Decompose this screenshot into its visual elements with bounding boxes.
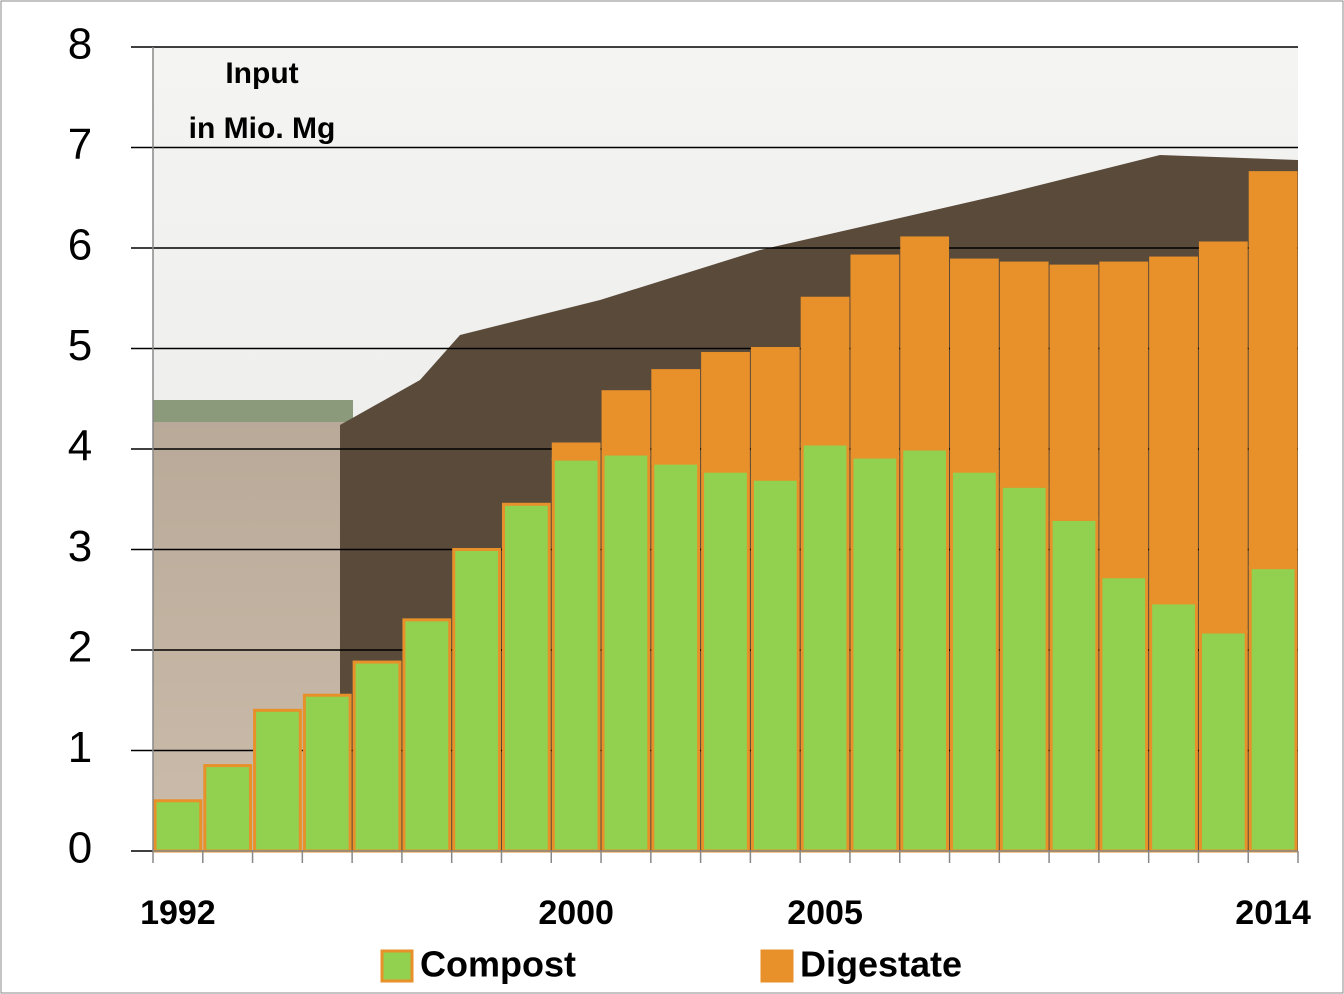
y-tick-label: 0 [68,824,92,873]
bar [503,504,549,851]
bar [902,449,948,851]
axis-label: in Mio. Mg [189,112,336,145]
bar [1250,173,1296,568]
bar [653,463,699,851]
legend-swatch [762,951,792,981]
bar [1001,263,1047,486]
chart: 0 1 2 3 4 5 6 7 8 1992 2000 2005 2014 Input in Mio. … [0,0,1344,994]
legend-swatch [382,951,412,981]
bar [205,766,251,851]
bar [553,459,599,851]
bar [255,710,301,851]
bar [703,471,749,851]
y-tick-label: 3 [68,522,92,571]
x-tick-label: 1992 [140,894,216,932]
bar [404,620,450,851]
bar [852,256,898,457]
bar [902,238,948,449]
x-tick-label: 2005 [787,894,863,932]
y-tick-label: 5 [68,321,92,370]
bar [603,454,649,851]
bar [653,371,699,463]
bar [1250,568,1296,851]
y-tick-label: 2 [68,623,92,672]
bar [802,298,848,444]
bar [1151,258,1197,603]
bar [802,444,848,851]
bar [752,349,798,480]
bar [304,695,350,851]
y-tick-label: 4 [68,422,92,471]
bar [952,471,998,851]
legend-label: Digestate [800,944,962,985]
bar [1101,263,1147,577]
bar [852,457,898,851]
x-tick-label: 2014 [1235,894,1311,932]
bar [952,260,998,471]
x-tick-label: 2000 [538,894,614,932]
y-tick-label: 6 [68,221,92,270]
y-tick-label: 7 [68,120,92,169]
bar [553,444,599,459]
bar [603,392,649,454]
bar [1101,577,1147,851]
bar [1051,519,1097,851]
bar [454,550,500,852]
bar [1051,266,1097,519]
legend-label: Compost [420,944,576,985]
bar [703,354,749,472]
bar [752,479,798,851]
bar [1200,632,1246,851]
bar [1200,243,1246,632]
axis-label: Input [225,57,298,90]
bar [1001,486,1047,851]
bar [155,801,201,851]
bar [354,662,400,851]
bar [1151,603,1197,851]
y-tick-label: 8 [68,20,92,69]
y-tick-label: 1 [68,723,92,772]
